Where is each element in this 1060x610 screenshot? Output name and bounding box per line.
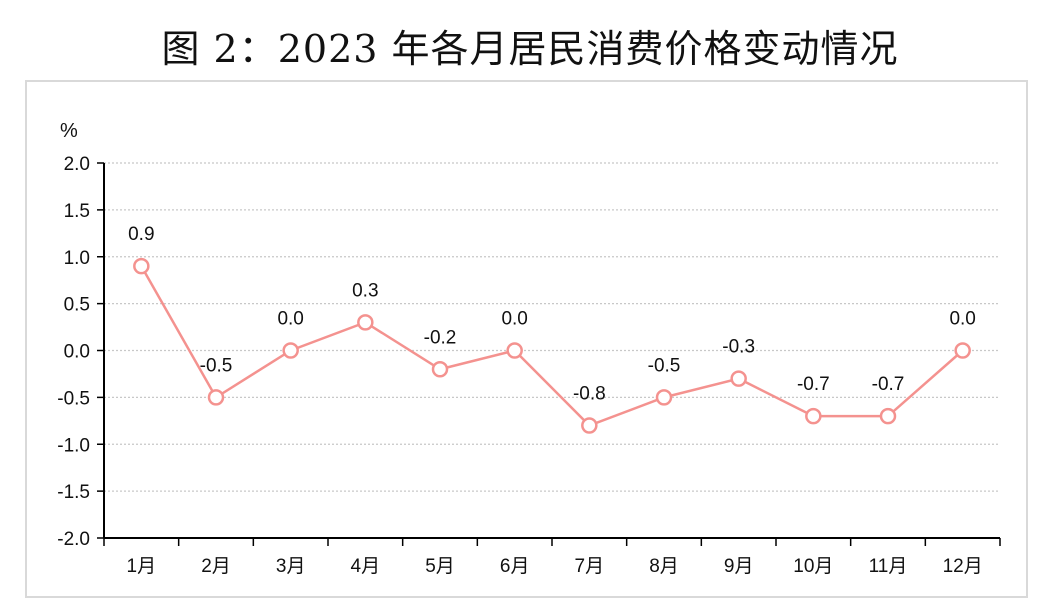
data-label: -0.7 (872, 374, 905, 395)
series-polyline (140, 265, 964, 427)
data-label: 0.0 (949, 309, 975, 330)
data-point (506, 342, 523, 359)
x-tick-label: 12月 (943, 556, 983, 577)
data-points (133, 257, 971, 434)
data-point (805, 407, 822, 425)
data-labels: 0.9 -0.5 0.0 0.3 -0.2 0.0 -0.8 -0.5 -0.3 -0.7 -0.7… (128, 224, 976, 404)
data-label: 0.9 (128, 224, 154, 245)
y-tick-label: -0.5 (57, 388, 90, 409)
y-tick-label: 1.0 (64, 248, 90, 269)
x-tick-label: 9月 (724, 556, 754, 577)
x-tick-label: 2月 (201, 556, 231, 577)
data-point (879, 407, 897, 425)
data-label: -0.5 (200, 355, 233, 376)
x-tick-label: 8月 (649, 556, 679, 577)
y-tick-label: -1.0 (57, 435, 90, 456)
x-tick-label: 3月 (276, 556, 306, 577)
data-point (431, 361, 449, 378)
x-tick-label: 11月 (869, 556, 908, 577)
grid-lines (104, 162, 1000, 492)
y-tick-label: -2.0 (57, 529, 90, 550)
y-tick-label: 2.0 (64, 154, 90, 175)
data-point (133, 257, 150, 275)
data-label: -0.3 (722, 337, 755, 358)
chart-frame (25, 80, 1028, 598)
chart-title: 图 2：2023 年各月居民消费价格变动情况 (161, 27, 899, 71)
x-tick-label: 7月 (575, 556, 605, 577)
series-line (140, 265, 964, 427)
axes (97, 162, 1001, 546)
data-label: 0.0 (501, 309, 527, 330)
y-tick-label: -1.5 (57, 482, 90, 503)
y-tick-label: 1.5 (64, 201, 90, 222)
y-unit-label: % (60, 120, 78, 142)
data-point (357, 314, 374, 331)
x-tick-label: 10月 (793, 556, 833, 577)
data-point (282, 342, 299, 359)
y-tick-label: 0.0 (64, 342, 90, 363)
data-label: 0.0 (277, 309, 303, 330)
x-tick-label: 4月 (351, 556, 381, 577)
x-tick-label: 1月 (127, 556, 157, 577)
data-label: -0.2 (424, 327, 457, 348)
data-point (655, 389, 673, 406)
x-tick-label: 6月 (500, 556, 530, 577)
x-tick-label: 5月 (425, 556, 455, 577)
data-point (581, 417, 598, 434)
data-point (954, 342, 971, 359)
x-tick-labels: 1月 2月 3月 4月 5月 6月 7月 8月 9月 10月 11月 12月 (127, 556, 983, 577)
y-tick-label: 0.5 (64, 295, 90, 316)
data-point (207, 389, 225, 406)
data-label: -0.7 (797, 374, 830, 395)
data-label: -0.5 (648, 355, 681, 376)
data-point (730, 370, 747, 387)
data-label: -0.8 (573, 384, 606, 405)
data-label: 0.3 (352, 280, 378, 301)
y-tick-labels: 2.0 1.5 1.0 0.5 0.0 -0.5 -1.0 -1.5 -2.0 (57, 154, 90, 550)
